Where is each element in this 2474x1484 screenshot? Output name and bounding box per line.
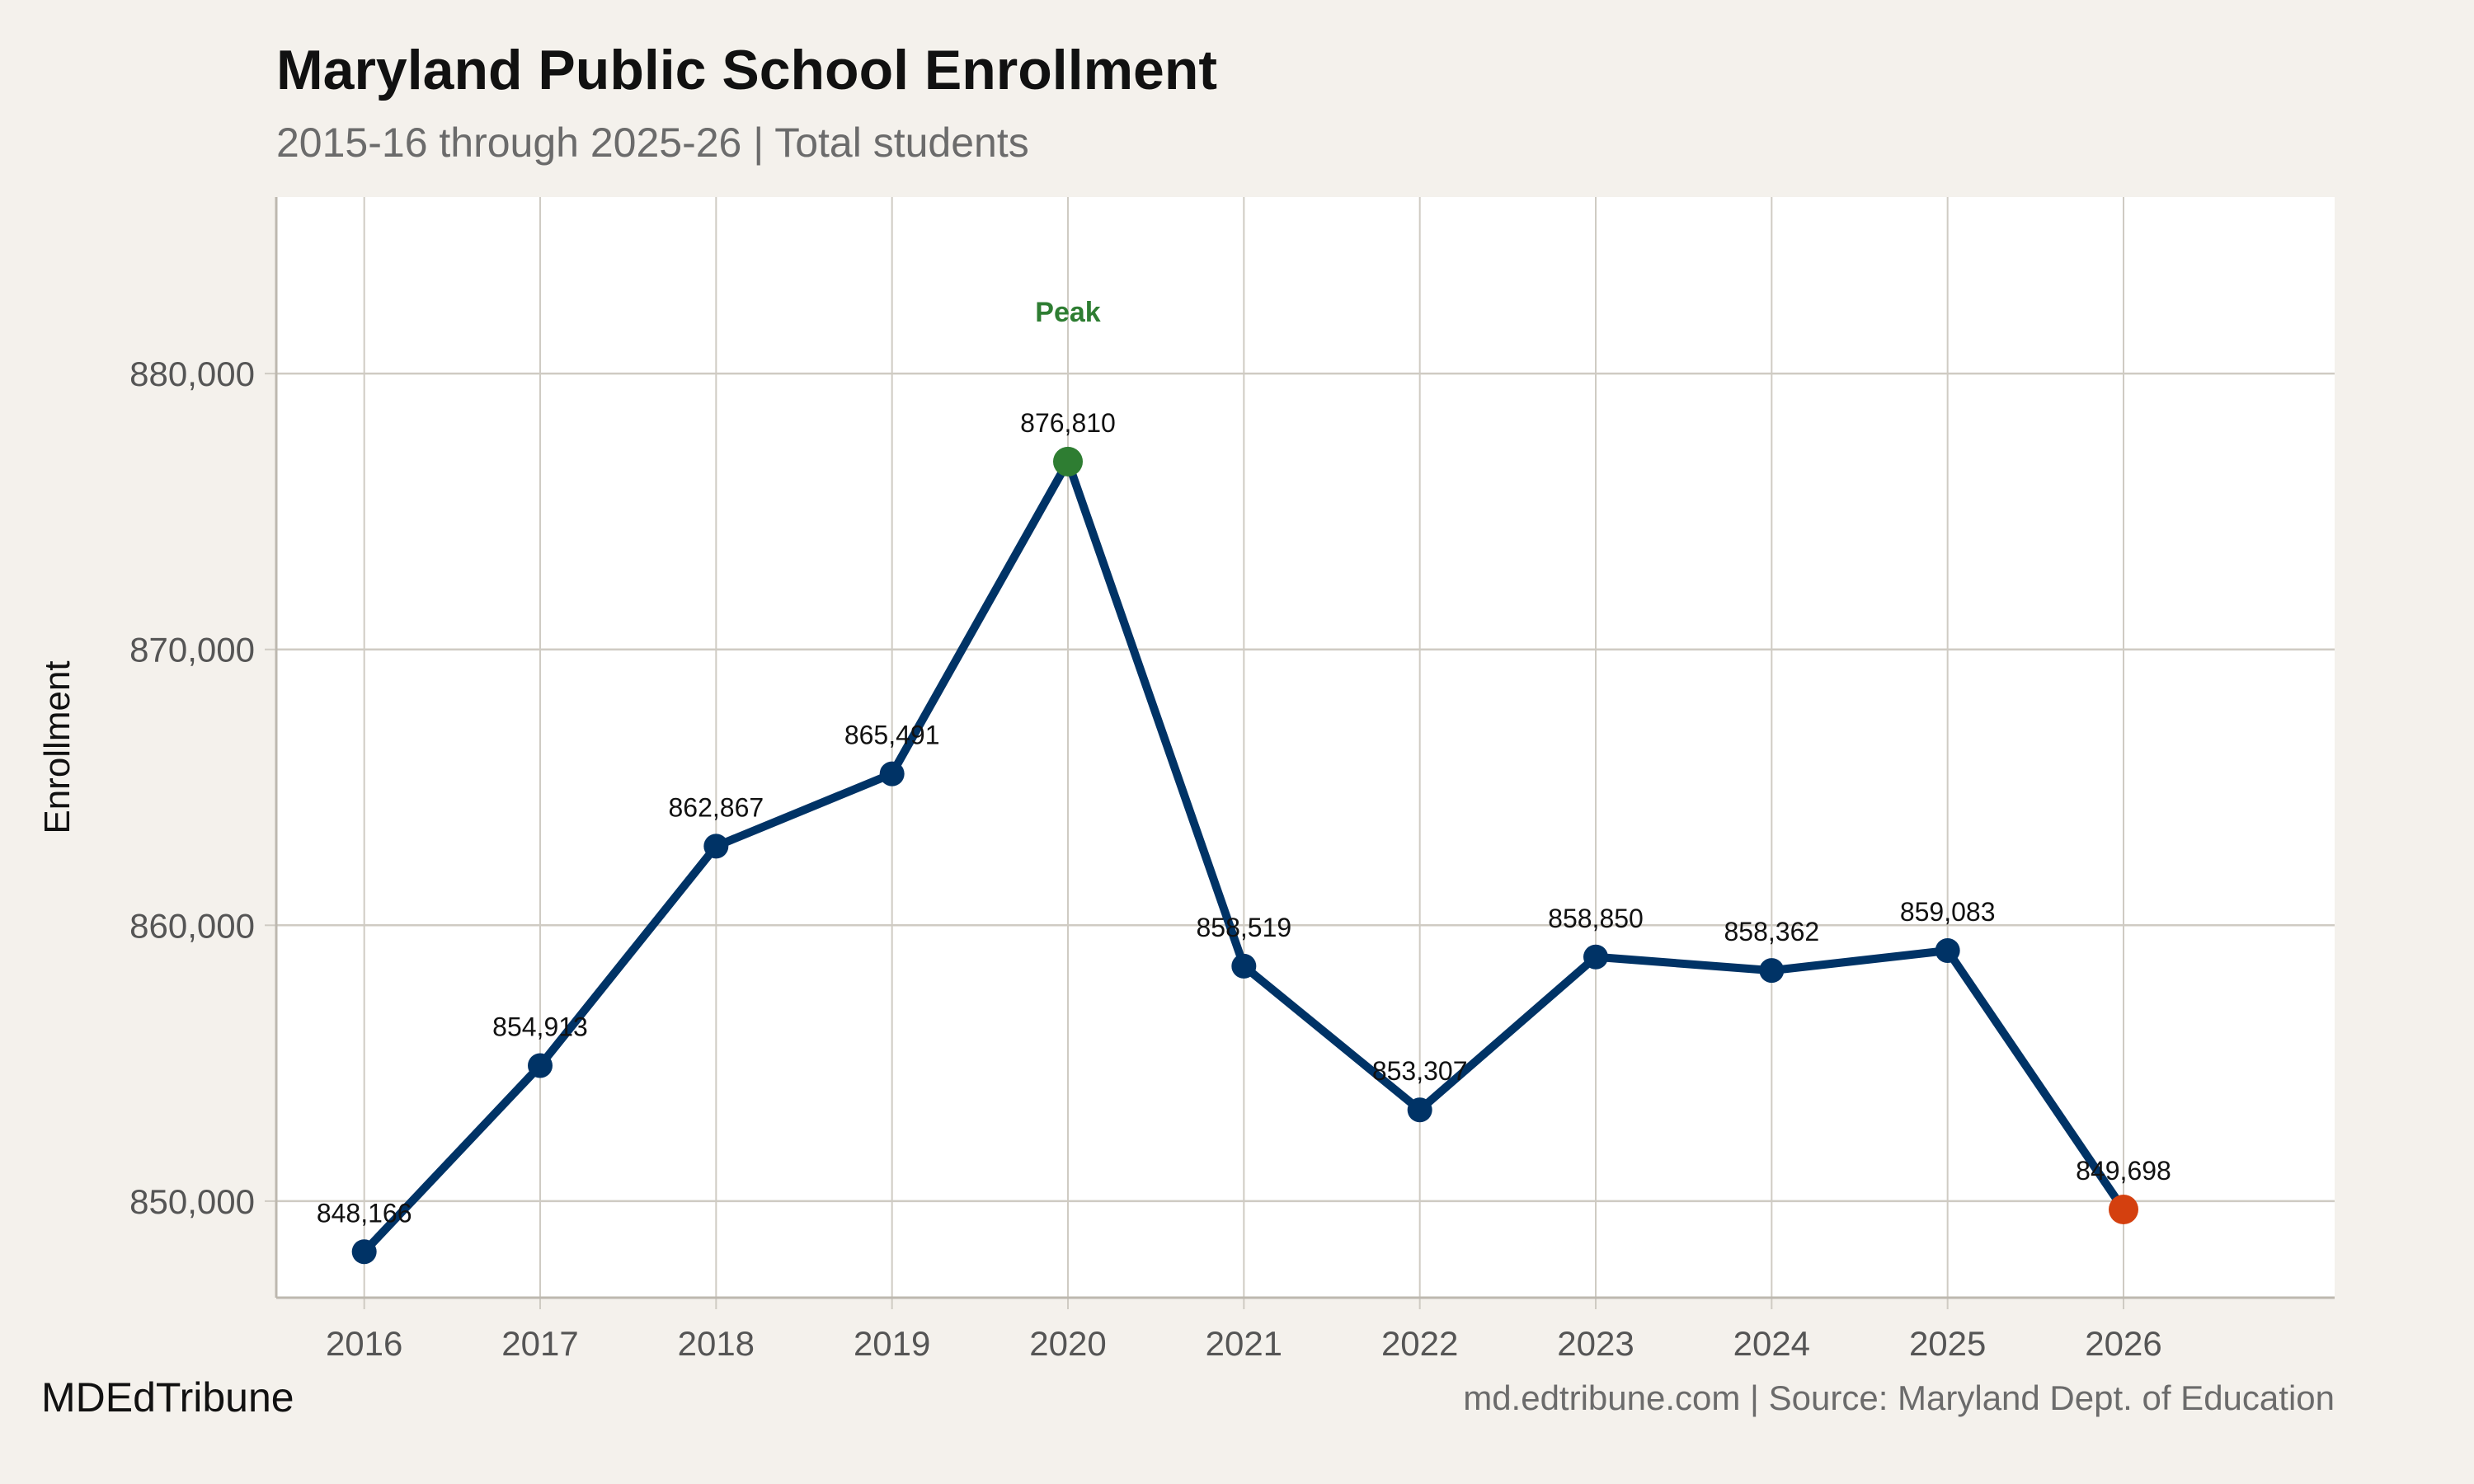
x-tick-label: 2024: [1733, 1324, 1810, 1363]
x-tick-label: 2020: [1029, 1324, 1106, 1363]
x-tick-label: 2017: [501, 1324, 578, 1363]
data-point: [703, 834, 729, 859]
x-tick-label: 2016: [326, 1324, 402, 1363]
x-tick-label: 2026: [2085, 1324, 2161, 1363]
latest-point: [2109, 1194, 2138, 1224]
y-tick-label: 850,000: [129, 1182, 255, 1221]
brand-logo-text: MDEdTribune: [41, 1374, 294, 1421]
data-point: [879, 761, 905, 787]
x-tick-label: 2018: [678, 1324, 755, 1363]
x-tick-label: 2023: [1557, 1324, 1634, 1363]
data-label: 859,083: [1900, 897, 1996, 927]
data-label: 858,362: [1724, 917, 1819, 946]
y-axis-label: Enrollment: [37, 660, 78, 834]
data-label: 854,913: [492, 1012, 588, 1042]
chart-subtitle: 2015-16 through 2025-26 | Total students: [276, 120, 1029, 166]
peak-point: [1053, 446, 1083, 477]
source-credit: md.edtribune.com | Source: Maryland Dept…: [1463, 1378, 2335, 1417]
data-label: 853,307: [1372, 1056, 1468, 1086]
plot-panel: [276, 197, 2335, 1298]
data-point: [351, 1239, 377, 1265]
peak-annotation: Peak: [1035, 297, 1100, 328]
y-tick-label: 880,000: [129, 355, 255, 393]
data-point: [1759, 958, 1785, 984]
data-label: 858,850: [1548, 904, 1644, 933]
y-tick-label: 860,000: [129, 906, 255, 945]
x-tick-label: 2019: [854, 1324, 930, 1363]
chart-title: Maryland Public School Enrollment: [276, 39, 1218, 101]
x-tick-label: 2025: [1909, 1324, 1986, 1363]
data-point: [1231, 953, 1257, 979]
data-point: [528, 1053, 553, 1078]
data-point: [1407, 1097, 1432, 1123]
data-label: 876,810: [1020, 408, 1116, 438]
y-tick-label: 870,000: [129, 631, 255, 669]
data-label: 858,519: [1196, 913, 1291, 942]
x-tick-label: 2022: [1381, 1324, 1458, 1363]
data-label: 849,698: [2076, 1156, 2171, 1186]
data-label: 862,867: [668, 792, 764, 822]
data-label: 865,491: [844, 721, 940, 750]
data-point: [1583, 944, 1608, 970]
data-label: 848,166: [317, 1198, 412, 1228]
x-tick-label: 2021: [1206, 1324, 1282, 1363]
data-point: [1935, 937, 1960, 963]
